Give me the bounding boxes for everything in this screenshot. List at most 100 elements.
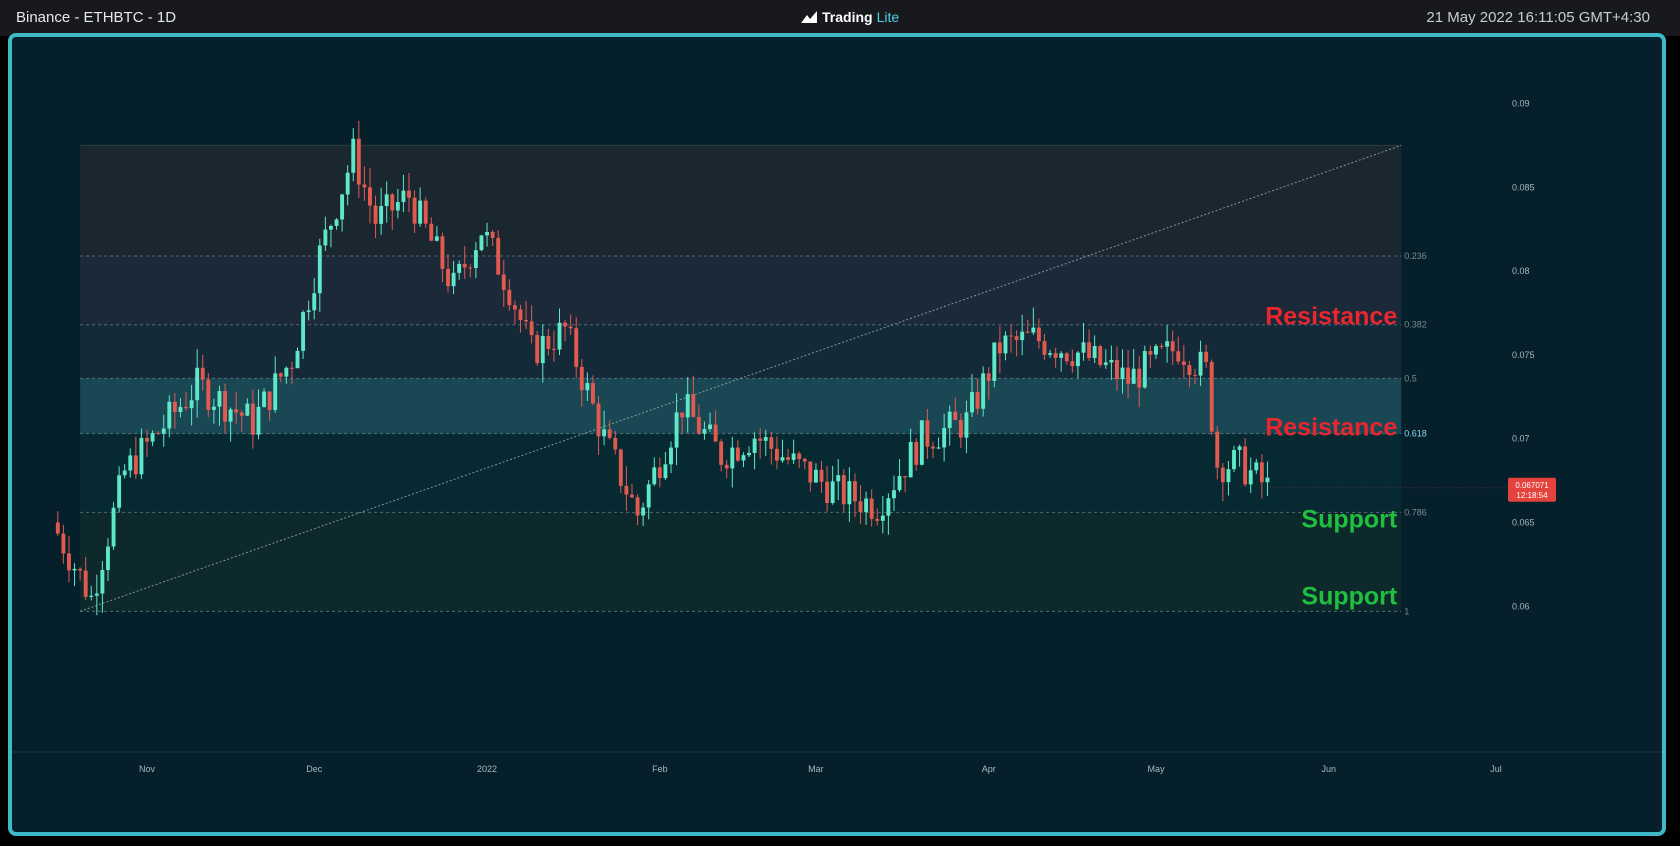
candle-body	[89, 595, 94, 597]
candle-body	[490, 232, 495, 238]
candle-body	[1226, 469, 1231, 483]
chart-frame[interactable]: 0.236 0.382 0.5 0.618 0.786 1 0.09 0.085 0.08 0.…	[8, 33, 1666, 836]
candle-body	[178, 406, 183, 413]
top-bar: Binance - ETHBTC - 1D Trading Lite 21 May…	[0, 0, 1680, 36]
symbol-title[interactable]: Binance - ETHBTC - 1D	[16, 9, 177, 26]
time-tick-label: Jun	[1322, 764, 1337, 774]
candle-body	[278, 373, 283, 377]
candle-body	[691, 394, 696, 417]
candle-body	[434, 236, 439, 241]
candle-body	[211, 406, 216, 410]
candle-body	[407, 190, 411, 198]
candle-body	[763, 437, 768, 441]
candle-body	[931, 446, 935, 449]
candle-body	[334, 219, 339, 226]
candle-body	[518, 309, 523, 320]
candle-body	[1098, 346, 1103, 365]
candle-body	[262, 391, 267, 407]
candle-body	[975, 392, 980, 409]
candle-body	[1087, 342, 1092, 358]
candle-body	[535, 335, 540, 364]
candle-body	[708, 424, 712, 430]
candle-body	[267, 391, 272, 411]
candle-body	[1126, 367, 1131, 384]
candle-body	[512, 305, 517, 310]
candle-body	[329, 225, 333, 230]
price-tag-countdown: 12:18:54	[1516, 491, 1548, 500]
candle-body	[702, 429, 707, 434]
price-tick-label: 0.06	[1512, 601, 1530, 611]
candle-body	[312, 293, 317, 311]
fib-level-label: 0.618	[1404, 429, 1427, 439]
candle-body	[953, 411, 958, 421]
candle-body	[128, 455, 133, 471]
candle-body	[1075, 352, 1080, 367]
candle-body	[1193, 374, 1197, 376]
candle-body	[94, 593, 99, 596]
candle-body	[802, 458, 807, 462]
candle-body	[852, 481, 857, 502]
candle-body	[111, 507, 116, 547]
fib-level-label: 0.236	[1404, 251, 1427, 261]
candle-body	[256, 406, 261, 435]
price-axis[interactable]: 0.09 0.085 0.08 0.075 0.07 0.065 0.06	[1512, 98, 1535, 611]
candle-body	[1053, 353, 1058, 358]
candle-body	[1048, 353, 1053, 355]
candle-body	[618, 449, 623, 486]
candle-body	[557, 322, 562, 350]
candle-body	[1059, 353, 1064, 358]
brand-lite: Lite	[876, 9, 900, 25]
time-tick-label: Dec	[306, 764, 323, 774]
candle-body	[908, 441, 913, 478]
candle-body	[150, 433, 155, 442]
candle-body	[345, 172, 350, 195]
candle-body	[819, 469, 824, 482]
candle-body	[1265, 477, 1270, 483]
candle-body	[1031, 327, 1036, 333]
candle-body	[239, 412, 244, 416]
candle-body	[1259, 462, 1264, 483]
candle-body	[145, 437, 149, 442]
candle-body	[351, 138, 356, 173]
candle-body	[1148, 351, 1153, 355]
candle-body	[825, 481, 830, 504]
candle-body	[418, 200, 423, 224]
candle-body	[970, 392, 974, 413]
candle-body	[646, 484, 651, 508]
candle-body	[607, 429, 612, 438]
annotation-label: Support	[1301, 506, 1397, 534]
candle-body	[590, 383, 595, 404]
candle-body	[596, 403, 601, 437]
fib-level-label: 1	[1404, 606, 1409, 616]
price-tick-label: 0.08	[1512, 266, 1530, 276]
candle-body	[836, 475, 841, 482]
timestamp: 21 May 2022 16:11:05 GMT+4:30	[1426, 9, 1650, 26]
time-tick-label: Mar	[808, 764, 824, 774]
candle-body	[496, 237, 501, 275]
brand-trading: Trading	[822, 9, 873, 25]
candle-body	[457, 263, 462, 273]
candle-body	[1142, 351, 1147, 388]
fib-level-label: 0.382	[1404, 320, 1427, 330]
candle-body	[1120, 367, 1125, 380]
candle-body	[936, 447, 941, 449]
candle-body	[574, 328, 579, 367]
fib-band	[80, 256, 1402, 325]
candle-body	[1204, 351, 1209, 362]
candle-body	[730, 447, 735, 469]
time-axis[interactable]: Nov Dec 2022 Feb Mar Apr May Jun Jul	[12, 751, 1662, 774]
candle-body	[813, 469, 818, 483]
fib-level-label: 0.786	[1404, 507, 1427, 517]
candle-body	[841, 475, 846, 505]
candle-body	[524, 319, 529, 322]
time-tick-label: Nov	[139, 764, 156, 774]
candle-body	[172, 401, 177, 413]
fib-band	[80, 324, 1402, 379]
candle-body	[440, 236, 445, 269]
candle-body	[1137, 368, 1142, 388]
fib-band	[80, 145, 1402, 257]
candle-body	[295, 350, 300, 369]
candle-body	[869, 498, 874, 519]
candle-body	[1064, 353, 1069, 362]
